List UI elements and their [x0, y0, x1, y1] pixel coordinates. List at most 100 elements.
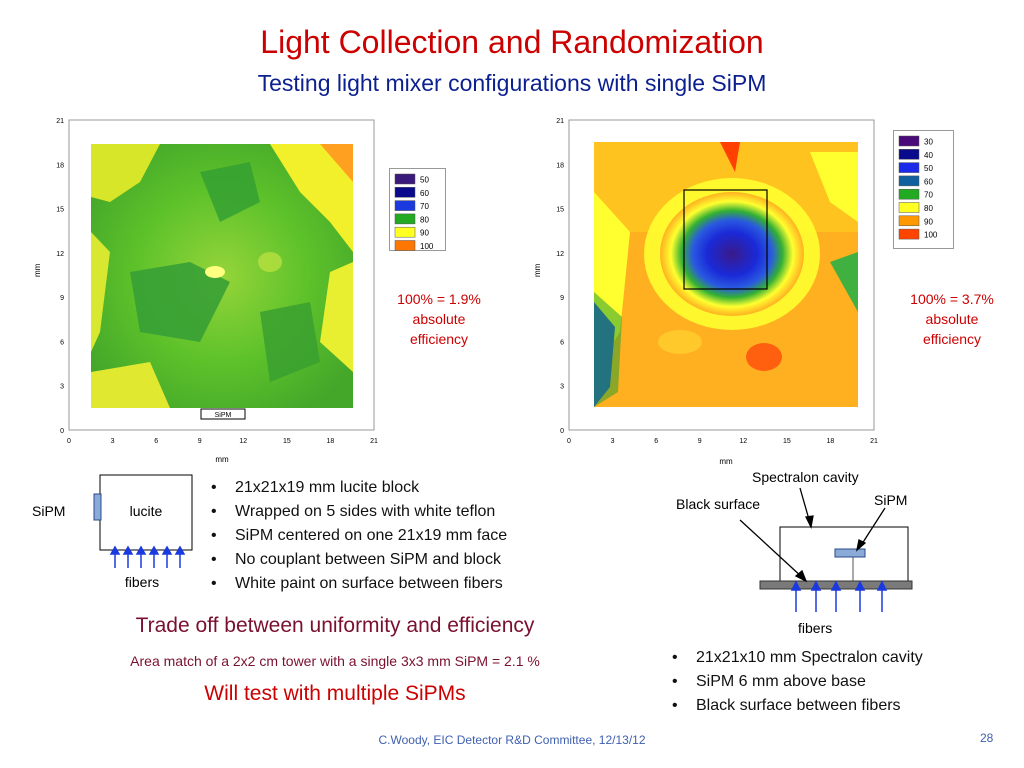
- right-y-tick-label: 6: [560, 339, 564, 346]
- right-y-tick-label: 9: [560, 295, 564, 302]
- will-test-statement: Will test with multiple SiPMs: [204, 682, 466, 705]
- left-bullet-list: 21x21x19 mm lucite block Wrapped on 5 si…: [205, 476, 507, 596]
- right-diagram-fibers-label: fibers: [798, 620, 833, 636]
- left-legend-swatch: [394, 240, 416, 251]
- left-y-axis-label: mm: [33, 263, 42, 277]
- left-x-tick-label: 12: [239, 438, 247, 445]
- right-legend-label: 50: [924, 164, 933, 173]
- left-y-tick-label: 0: [60, 428, 64, 435]
- right-bullet-list: 21x21x10 mm Spectralon cavity SiPM 6 mm …: [666, 646, 923, 718]
- right-legend-label: 100: [924, 231, 938, 240]
- right-heatmap-plot: 00 3 3 6 6 9 9 12 12 15 15 18 18 21 21 mm mm: [533, 118, 878, 466]
- spectralon-cavity-diagram: [739, 487, 913, 612]
- left-y-tick-label: 6: [60, 339, 64, 346]
- page-number: 28: [980, 731, 994, 745]
- left-eff-line2: absolute: [412, 311, 466, 327]
- sipm-rect: [93, 493, 102, 521]
- left-heatmap: [91, 144, 353, 408]
- left-diagram-fibers-label: fibers: [124, 574, 160, 590]
- list-item: SiPM centered on one 21x19 mm face: [205, 524, 507, 548]
- list-item: 21x21x10 mm Spectralon cavity: [666, 646, 923, 670]
- left-sipm-label: SiPM: [215, 412, 232, 419]
- right-efficiency-note: 100% = 3.7% absolute efficiency: [897, 289, 1007, 349]
- list-item: No couplant between SiPM and block: [205, 548, 507, 572]
- left-eff-line3: efficiency: [409, 331, 469, 347]
- right-eff-line1: 100% = 3.7%: [910, 291, 994, 307]
- right-legend-swatch: [898, 162, 920, 173]
- left-y-tick-label: 12: [56, 251, 64, 258]
- left-legend-label: 70: [420, 202, 429, 211]
- right-x-tick-label: 9: [698, 438, 702, 445]
- right-y-tick-label: 15: [556, 207, 564, 214]
- left-x-tick-label: 15: [283, 438, 291, 445]
- left-x-axis-label: mm: [215, 455, 229, 464]
- left-x-tick-label: 6: [154, 438, 158, 445]
- right-y-tick-label: 3: [560, 384, 564, 391]
- left-x-tick-label: 9: [198, 438, 202, 445]
- left-legend-label: 80: [420, 215, 429, 224]
- list-item: Wrapped on 5 sides with white teflon: [205, 500, 507, 524]
- slide-subtitle: Testing light mixer configurations with …: [257, 70, 767, 96]
- right-legend-swatch: [898, 188, 920, 200]
- right-legend-label: 80: [924, 204, 933, 213]
- left-legend-swatch: [394, 173, 416, 185]
- fiber-arrows: [109, 545, 186, 568]
- right-legend-swatch: [898, 149, 920, 160]
- left-legend-label: 100: [420, 242, 434, 251]
- left-heatmap-plot: SiPM 00 3 3 6 6 9 9 12 12 15 15 18 18 21 21 mm mm: [33, 118, 378, 464]
- right-legend-swatch: [898, 202, 920, 213]
- left-legend-swatch: [394, 213, 416, 225]
- right-eff-line2: absolute: [925, 311, 979, 327]
- right-legend-label: 70: [924, 191, 933, 200]
- right-x-tick-label: 3: [611, 438, 615, 445]
- left-legend-label: 50: [420, 176, 429, 185]
- left-diagram-lucite-label: lucite: [129, 503, 163, 519]
- right-legend-swatch: [898, 228, 920, 240]
- left-legend-label: 60: [420, 189, 429, 198]
- list-item: Black surface between fibers: [666, 694, 923, 718]
- right-axis-ticks: 00 3 3 6 6 9 9 12 12 15 15 18 18 21 21: [556, 118, 878, 445]
- right-x-axis-label: mm: [719, 457, 733, 466]
- left-y-tick-label: 3: [60, 384, 64, 391]
- area-match-statement: Area match of a 2x2 cm tower with a sing…: [130, 653, 540, 669]
- left-legend: 50 60 70 80 90 100: [389, 168, 446, 251]
- left-y-tick-label: 21: [56, 118, 64, 125]
- right-x-tick-label: 6: [654, 438, 658, 445]
- cavity-fiber-arrows: [790, 580, 888, 612]
- right-legend: 30 40 50 60 70 80 90 100: [893, 130, 954, 249]
- slide-title: Light Collection and Randomization: [260, 24, 764, 60]
- left-x-tick-label: 21: [370, 438, 378, 445]
- right-legend-label: 40: [924, 151, 933, 160]
- left-legend-swatch: [394, 187, 416, 198]
- right-legend-swatch: [898, 135, 920, 147]
- lucite-block-diagram: [93, 474, 193, 568]
- left-y-tick-label: 18: [56, 162, 64, 169]
- right-legend-label: 30: [924, 138, 933, 147]
- right-legend-label: 90: [924, 217, 933, 226]
- right-x-tick-label: 21: [870, 438, 878, 445]
- list-item: White paint on surface between fibers: [205, 572, 507, 596]
- callout-arrows: [739, 487, 886, 583]
- left-x-tick-label: 3: [111, 438, 115, 445]
- right-y-tick-label: 0: [560, 428, 564, 435]
- right-heatmap: [594, 142, 858, 407]
- footer-text: C.Woody, EIC Detector R&D Committee, 12/…: [378, 733, 646, 747]
- right-y-axis-label: mm: [533, 263, 542, 277]
- right-diagram-cavity-label: Spectralon cavity: [752, 469, 859, 485]
- left-axis-ticks: 00 3 3 6 6 9 9 12 12 15 15 18 18 21 21: [56, 118, 378, 445]
- tradeoff-statement: Trade off between uniformity and efficie…: [135, 614, 535, 637]
- right-y-tick-label: 18: [556, 162, 564, 169]
- list-item: 21x21x19 mm lucite block: [205, 476, 507, 500]
- left-eff-line1: 100% = 1.9%: [397, 291, 481, 307]
- left-diagram-sipm-label: SiPM: [32, 503, 66, 519]
- list-item: SiPM 6 mm above base: [666, 670, 923, 694]
- right-diagram-black-surface-label: Black surface: [676, 496, 761, 512]
- right-legend-swatch: [898, 215, 920, 227]
- right-x-tick-label: 12: [739, 438, 747, 445]
- right-legend-label: 60: [924, 177, 933, 186]
- left-sipm-box: [200, 408, 246, 420]
- left-efficiency-note: 100% = 1.9% absolute efficiency: [384, 289, 494, 349]
- right-y-tick-label: 21: [556, 118, 564, 125]
- right-x-tick-label: 15: [783, 438, 791, 445]
- cavity-sipm: [834, 548, 866, 558]
